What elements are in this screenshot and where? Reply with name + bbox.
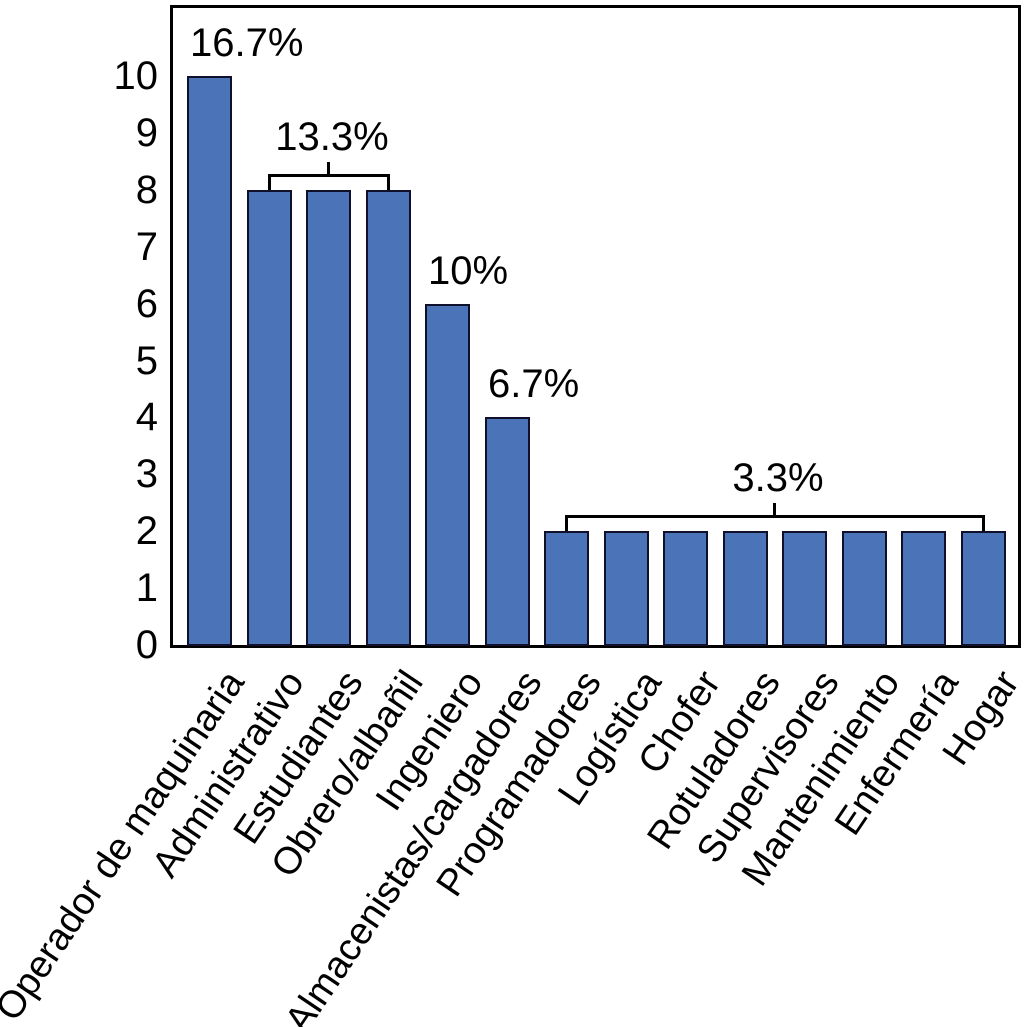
bar	[425, 304, 470, 646]
annotation-bracket	[565, 515, 985, 518]
y-axis-tick-label: 10	[113, 54, 159, 98]
y-axis-tick-label: 8	[135, 168, 158, 212]
annotation-label: 16.7%	[190, 21, 304, 65]
bar	[187, 76, 232, 646]
annotation-bracket	[565, 515, 568, 531]
bar	[485, 417, 530, 646]
annotation-bracket	[268, 174, 390, 177]
plot-area-frame	[170, 5, 1021, 648]
bar	[723, 531, 768, 646]
bar	[306, 190, 351, 646]
bar	[663, 531, 708, 646]
bar	[604, 531, 649, 646]
y-axis-tick-label: 3	[135, 452, 158, 496]
y-axis-tick-label: 2	[135, 509, 158, 553]
y-axis-tick-label: 7	[135, 225, 158, 269]
bar	[842, 531, 887, 646]
bar	[782, 531, 827, 646]
annotation-label: 3.3%	[732, 456, 824, 500]
bar	[247, 190, 292, 646]
annotation-bracket	[387, 174, 390, 190]
annotation-bracket	[773, 503, 776, 515]
bar	[544, 531, 589, 646]
y-axis-tick-label: 6	[135, 282, 158, 326]
bar	[901, 531, 946, 646]
x-axis-label: Operador de maquinaria	[0, 663, 253, 1027]
y-axis-tick-label: 0	[135, 623, 158, 667]
annotation-label: 6.7%	[488, 362, 580, 406]
y-axis-tick-label: 4	[135, 395, 158, 439]
annotation-label: 13.3%	[275, 115, 389, 159]
bar	[366, 190, 411, 646]
y-axis-tick-label: 1	[135, 566, 158, 610]
annotation-label: 10%	[428, 249, 509, 293]
annotation-bracket	[327, 162, 330, 174]
y-axis-tick-label: 5	[135, 339, 158, 383]
annotation-bracket	[982, 515, 985, 531]
y-axis-tick-label: 9	[135, 111, 158, 155]
bar	[961, 531, 1006, 646]
annotation-bracket	[268, 174, 271, 190]
